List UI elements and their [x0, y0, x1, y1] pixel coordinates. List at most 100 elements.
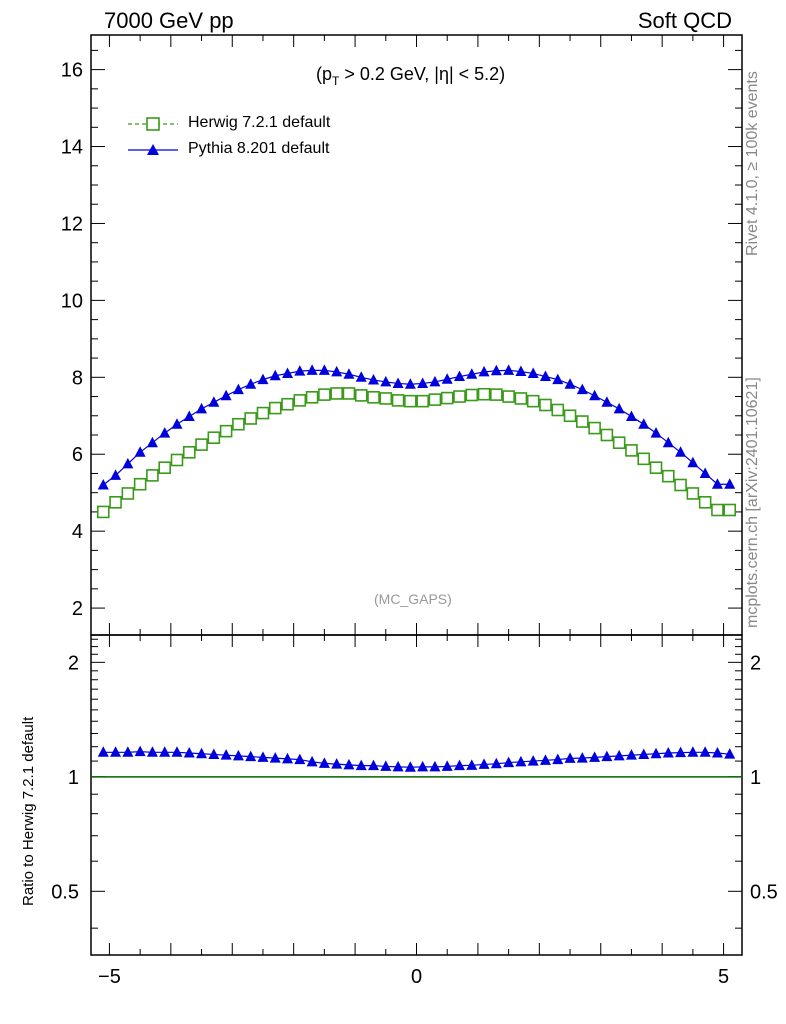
pythia-point [294, 365, 306, 376]
pythia-point [724, 478, 736, 489]
ratio-pythia-point [282, 752, 294, 764]
pythia-point [232, 383, 244, 395]
ratio-pythia-point [711, 747, 723, 758]
herwig-point [686, 487, 700, 500]
main-axis-ticks: 2 4 6 8 10 12 14 16 [61, 35, 742, 635]
ratio-pythia-point [552, 753, 564, 765]
herwig-point [600, 428, 614, 442]
herwig-point [379, 392, 393, 405]
pythia-point [331, 365, 343, 377]
ratio-y-tick-label: 0.5 [51, 881, 79, 903]
ratio-pythia-point [662, 747, 674, 758]
pythia-point [675, 446, 687, 457]
ratio-pythia-point [699, 746, 711, 757]
ratio-pythia-point [306, 755, 318, 767]
ratio-pythia-point [208, 748, 220, 759]
herwig-point [342, 387, 356, 400]
main-y-tick-label: 14 [61, 137, 83, 159]
ratio-pythia-point [331, 758, 343, 769]
ratio-pythia-point [675, 746, 687, 758]
herwig-point [354, 389, 368, 402]
pythia-point [589, 389, 601, 401]
pythia-point [576, 383, 588, 395]
pythia-point [392, 377, 404, 388]
herwig-point [158, 461, 171, 474]
ratio-pythia-point [564, 752, 576, 763]
main-y-tick-label: 2 [72, 598, 83, 620]
ratio-pythia-point [392, 760, 404, 772]
ratio-pythia-point [503, 756, 515, 768]
ratio-pythia-point [232, 749, 244, 761]
ratio-pythia-point [527, 755, 539, 766]
ratio-pythia-point [601, 750, 613, 762]
pythia-point [208, 396, 220, 407]
pythia-series-line [102, 369, 730, 486]
herwig-point [305, 391, 319, 404]
ratio-pythia-point [110, 746, 122, 757]
main-y-tick-label: 6 [72, 444, 83, 466]
herwig-point [576, 415, 589, 428]
herwig-point [453, 390, 466, 403]
pythia-point [97, 479, 109, 490]
ratio-pythia-point [220, 749, 232, 760]
ratio-pythia-point [466, 759, 478, 770]
ratio-pythia-point [478, 758, 490, 769]
ratio-pythia-point [318, 757, 330, 768]
herwig-point [293, 394, 307, 407]
herwig-point [170, 453, 184, 467]
herwig-point [674, 478, 687, 492]
cut-label-prefix: (p [316, 64, 333, 84]
x-tick-label: 5 [718, 966, 729, 988]
ratio-pythia-point [343, 758, 355, 770]
herwig-point [182, 446, 196, 459]
pythia-point [527, 367, 539, 378]
x-tick-label: −5 [98, 966, 121, 988]
ratio-y-tick-label: 1 [68, 767, 79, 789]
herwig-point [563, 409, 577, 423]
main-y-tick-label: 16 [61, 60, 83, 82]
pythia-point [552, 373, 564, 385]
herwig-point [244, 412, 257, 425]
pythia-point [539, 370, 551, 382]
ratio-pythia-point [576, 752, 588, 763]
pythia-point [306, 364, 318, 375]
ratio-pythia-point [515, 755, 527, 767]
main-y-tick-label: 4 [72, 521, 83, 543]
pythia-point [134, 446, 146, 457]
pythia-point [183, 410, 195, 422]
ratio-pythia-point [404, 761, 416, 772]
ratio-pythia-point [589, 751, 601, 762]
ratio-pythia-point [724, 748, 736, 759]
herwig-point [109, 496, 122, 509]
herwig-point [526, 394, 540, 408]
herwig-point [256, 406, 270, 420]
pythia-point [503, 364, 515, 375]
pythia-point [613, 402, 625, 414]
ratio-pythia-point [159, 746, 171, 757]
ratio-pythia-point [441, 760, 453, 771]
herwig-point [219, 424, 233, 438]
herwig-point [440, 391, 454, 405]
ratio-axis-ticks: 0.5 0.5 1 1 2 2 −5 0 5 [51, 635, 778, 988]
ratio-pythia-point [417, 760, 429, 772]
ratio-pythia-point [380, 760, 392, 771]
herwig-point [428, 393, 442, 406]
ratio-pythia-line [103, 750, 730, 768]
pythia-point [196, 402, 208, 414]
herwig-point [330, 387, 343, 400]
main-y-tick-label: 12 [61, 213, 83, 235]
pythia-point [699, 467, 711, 478]
herwig-point [711, 503, 724, 517]
herwig-point [625, 444, 638, 457]
herwig-point [207, 431, 221, 444]
ratio-pythia-point [490, 757, 502, 769]
ratio-pythia-point [650, 747, 662, 759]
pythia-point [318, 364, 330, 375]
analysis-watermark: (MC_GAPS) [374, 591, 452, 607]
header-category-label: Soft QCD [637, 8, 732, 33]
herwig-point [416, 394, 429, 408]
ratio-y-tick-label-right: 2 [750, 652, 761, 674]
ratio-y-tick-label: 2 [68, 652, 79, 674]
ratio-pythia-point [638, 748, 650, 759]
